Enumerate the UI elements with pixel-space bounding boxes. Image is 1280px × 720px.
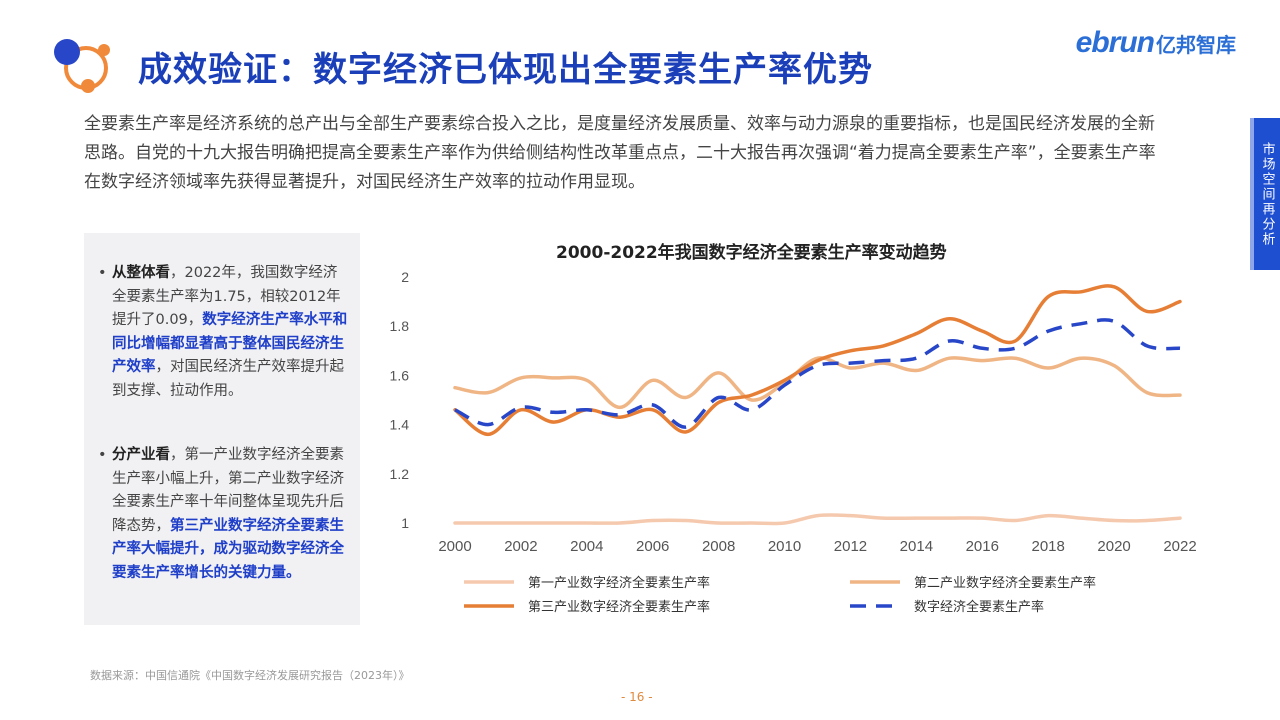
brand-logo-cn: 亿邦智库 [1156,33,1236,57]
x-tick-label: 2022 [1163,538,1196,555]
x-tick-label: 2020 [1097,538,1130,555]
legend-label: 数字经济全要素生产率 [914,599,1044,615]
series-line-1 [453,513,1182,526]
y-tick-label: 1.8 [390,318,410,334]
intro-paragraph: 全要素生产率是经济系统的总产出与全部生产要素综合投入之比，是度量经济发展质量、效… [84,114,1156,192]
y-tick-label: 1.6 [390,367,410,383]
x-tick-label: 2000 [438,538,471,555]
x-tick-label: 2006 [636,538,669,555]
series-line-2 [453,356,1182,410]
x-tick-label: 2010 [768,538,801,555]
legend-label: 第二产业数字经济全要素生产率 [914,575,1096,591]
y-tick-label: 1 [401,515,409,531]
bullet-heading: 从整体看 [112,265,170,281]
brand-logo-text: ebrun [1075,26,1155,59]
bullet-dot: • [98,265,107,281]
legend-label: 第三产业数字经济全要素生产率 [528,599,710,615]
bullet-highlight: 第三产业数字经济全要素生产率大幅提升，成为驱动数字经济全要素生产率增长的关键力量… [112,517,344,581]
logo-icon [54,39,110,93]
x-tick-label: 2008 [702,538,735,555]
x-tick-label: 2014 [900,538,933,555]
series-line-4 [454,318,1181,429]
x-tick-label: 2016 [966,538,999,555]
data-source: 数据来源：中国信通院《中国数字经济发展研究报告（2023年）》 [90,669,410,682]
series-line-3 [453,284,1182,437]
y-tick-label: 1.4 [390,417,410,433]
y-tick-label: 2 [401,269,409,285]
section-side-tab[interactable]: 市场空间再分析 [1250,118,1280,270]
bullet-text: ，2022年，我国数字经济全要素生产率为1.75，相较2012年提升了0.09， [112,265,341,328]
chart-title: 2000-2022年我国数字经济全要素生产率变动趋势 [556,243,947,263]
brand-logo: ebrun 亿邦智库 [1076,26,1236,60]
legend-label: 第一产业数字经济全要素生产率 [528,575,710,591]
x-tick-label: 2002 [504,538,537,555]
y-tick-label: 1.2 [390,466,410,482]
bullet-text-end: ，对国民经济生产效率提升起到支撑、拉动作用。 [112,359,344,399]
page-number: - 16 - [621,690,653,704]
bullet-text: ，第一产业数字经济全要素生产率小幅上升，第二产业数字经济全要素生产率十年间整体呈… [112,447,344,534]
x-tick-label: 2012 [834,538,867,555]
summary-panel: • 从整体看，2022年，我国数字经济全要素生产率为1.75，相较2012年提升… [84,233,360,625]
bullet-industry: • 分产业看，第一产业数字经济全要素生产率小幅上升，第二产业数字经济全要素生产率… [98,444,348,585]
x-tick-label: 2004 [570,538,603,555]
page-title: 成效验证：数字经济已体现出全要素生产率优势 [138,50,873,90]
bullet-overall: • 从整体看，2022年，我国数字经济全要素生产率为1.75，相较2012年提升… [98,262,348,403]
tfp-line-chart: 1 1.2 1.4 1.6 1.8 2 2000 2002 2004 2006 2008 2010 20… [390,269,1197,615]
bullet-highlight: 数字经济生产率水平和同比增幅都显著高于整体国民经济生产效率 [112,312,348,375]
bullet-heading: 分产业看 [112,447,170,463]
bullet-dot: • [98,447,107,463]
x-tick-label: 2018 [1031,538,1064,555]
